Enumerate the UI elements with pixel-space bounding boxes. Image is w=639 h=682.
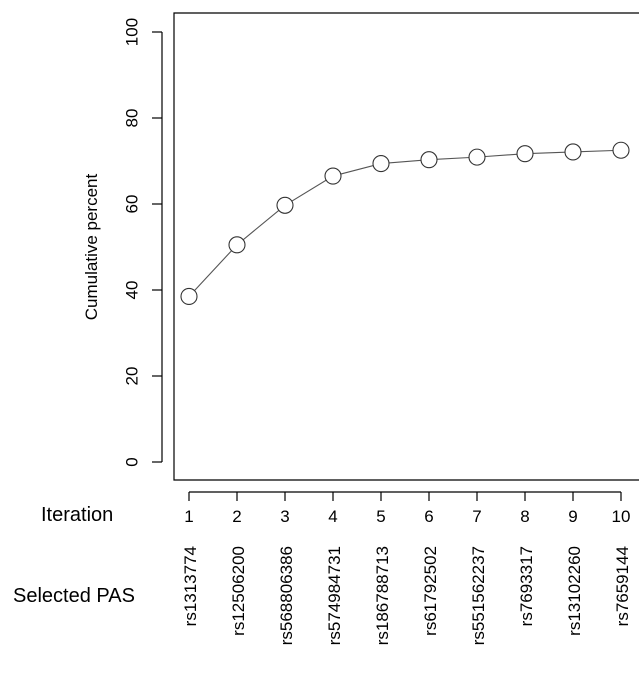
selected-pas-label-2: rs12506200 bbox=[229, 546, 248, 636]
label-layer: Cumulative percent Iteration Selected PA… bbox=[13, 173, 135, 607]
data-point-1 bbox=[180, 287, 198, 306]
data-point-4 bbox=[324, 167, 342, 185]
selected-pas-label-4: rs574984731 bbox=[325, 546, 344, 645]
data-point-5 bbox=[372, 155, 390, 173]
plot-frame bbox=[173, 12, 639, 481]
x-tick-label-2: 2 bbox=[232, 507, 241, 526]
x-tick-label-8: 8 bbox=[520, 507, 529, 526]
axis-layer: 0 20 40 60 80 100 1 rs1313774 2 rs12506200 3 rs5688… bbox=[123, 12, 639, 645]
selected-pas-label-3: rs568806386 bbox=[277, 546, 296, 645]
selected-pas-label-8: rs7693317 bbox=[517, 546, 536, 626]
y-tick-label-60: 60 bbox=[123, 195, 142, 214]
selected-pas-label-7: rs551562237 bbox=[469, 546, 488, 645]
x-tick-label-6: 6 bbox=[424, 507, 433, 526]
data-point-6 bbox=[420, 151, 438, 169]
data-point-2 bbox=[228, 236, 246, 254]
data-point-3 bbox=[276, 196, 294, 214]
x-tick-label-5: 5 bbox=[376, 507, 385, 526]
data-point-7 bbox=[468, 148, 486, 166]
x-tick-label-4: 4 bbox=[328, 507, 337, 526]
series-line-0 bbox=[188, 149, 622, 297]
data-point-9 bbox=[564, 143, 582, 161]
x-tick-label-3: 3 bbox=[280, 507, 289, 526]
selected-pas-label-5: rs186788713 bbox=[373, 546, 392, 645]
x-tick-label-1: 1 bbox=[184, 507, 193, 526]
x-tick-label-10: 10 bbox=[612, 507, 631, 526]
x-tick-label-7: 7 bbox=[472, 507, 481, 526]
selected-pas-row-label: Selected PAS bbox=[13, 585, 135, 607]
data-point-10 bbox=[612, 141, 630, 159]
y-tick-label-100: 100 bbox=[123, 18, 142, 46]
series-layer bbox=[180, 141, 630, 306]
selected-pas-label-9: rs13102260 bbox=[565, 546, 584, 636]
selected-pas-label-10: rs7659144 bbox=[613, 546, 632, 626]
selected-pas-label-1: rs1313774 bbox=[181, 546, 200, 626]
selected-pas-label-6: rs61792502 bbox=[421, 546, 440, 636]
iteration-row-label: Iteration bbox=[41, 504, 113, 526]
y-axis-label: Cumulative percent bbox=[82, 173, 101, 320]
data-point-8 bbox=[516, 145, 534, 163]
x-tick-label-9: 9 bbox=[568, 507, 577, 526]
y-tick-label-40: 40 bbox=[123, 281, 142, 300]
y-tick-label-0: 0 bbox=[123, 457, 142, 466]
y-tick-label-20: 20 bbox=[123, 367, 142, 386]
y-tick-label-80: 80 bbox=[123, 109, 142, 128]
